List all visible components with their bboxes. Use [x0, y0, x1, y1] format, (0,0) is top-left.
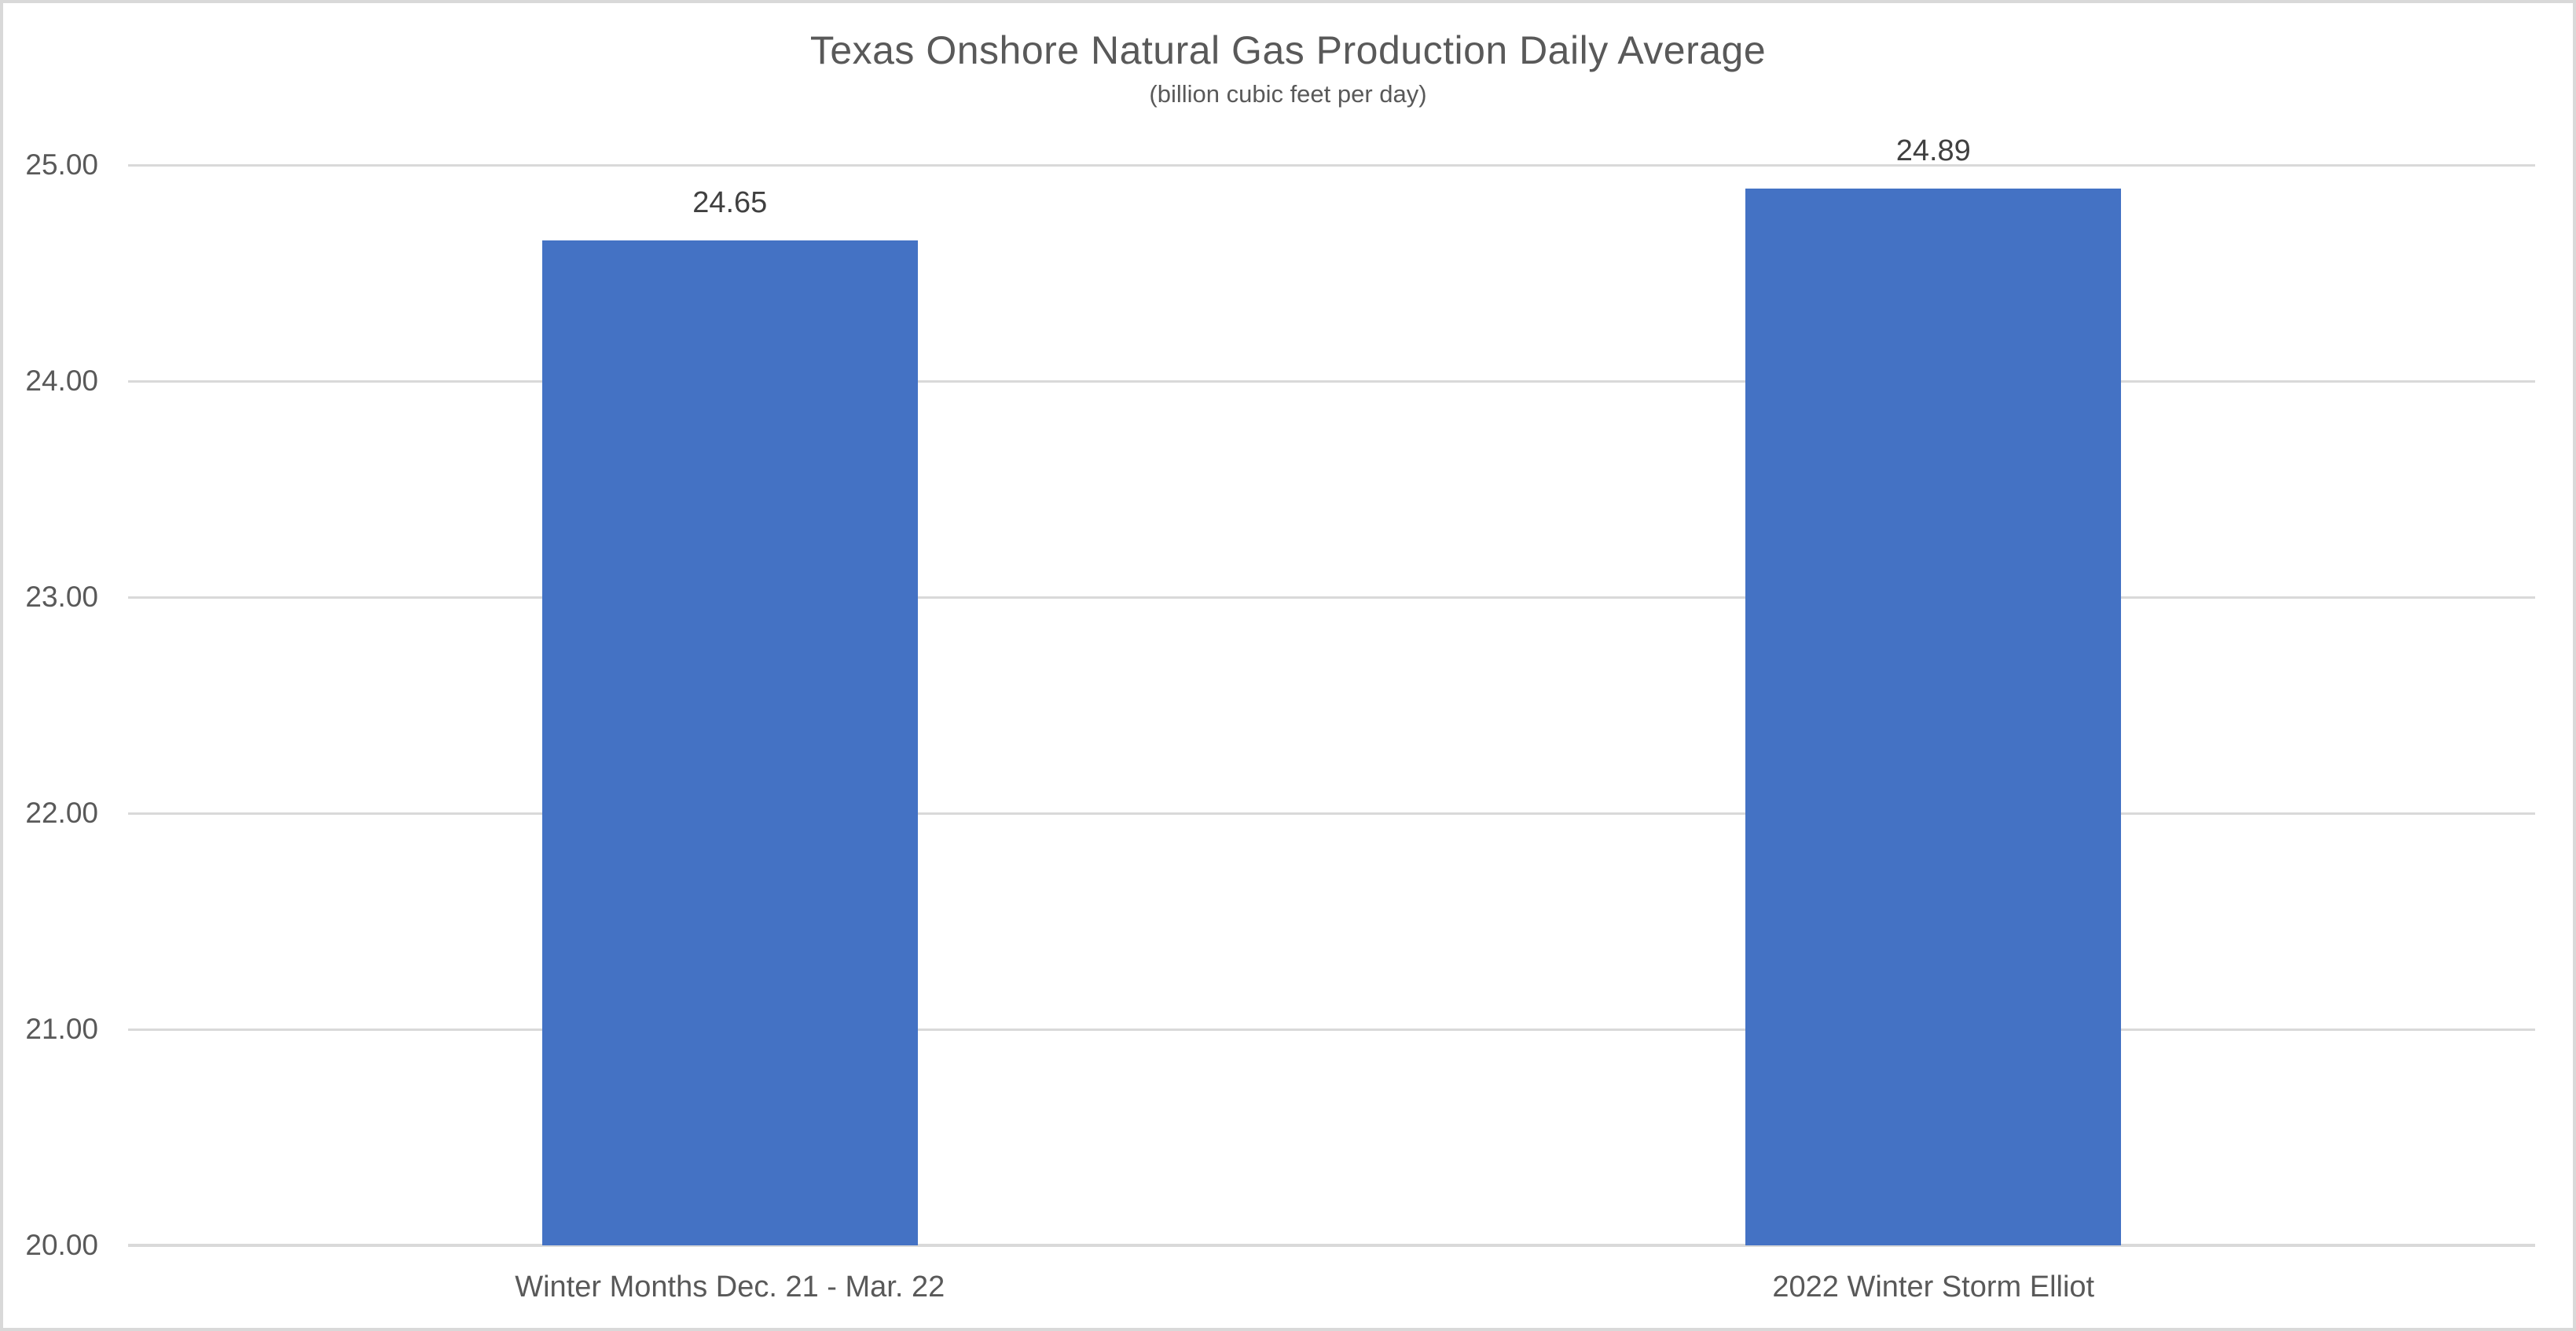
bar: [1745, 189, 2122, 1245]
y-axis-tick-label: 25.00: [25, 148, 98, 181]
y-axis-tick-label: 20.00: [25, 1229, 98, 1261]
y-gridline: [128, 164, 2535, 167]
x-axis-category-label: Winter Months Dec. 21 - Mar. 22: [515, 1270, 945, 1304]
chart-subtitle: (billion cubic feet per day): [1149, 80, 1427, 108]
x-axis-line: [128, 1244, 2535, 1247]
y-axis-tick-label: 21.00: [25, 1013, 98, 1045]
bar-value-label: 24.89: [1895, 134, 1971, 168]
y-gridline: [128, 1028, 2535, 1031]
x-axis-category-label: 2022 Winter Storm Elliot: [1772, 1270, 2095, 1304]
y-gridline: [128, 596, 2535, 599]
bar: [541, 240, 918, 1245]
y-axis-tick-label: 22.00: [25, 797, 98, 829]
chart-title: Texas Onshore Natural Gas Production Dai…: [809, 28, 1767, 72]
y-gridline: [128, 380, 2535, 383]
y-axis-tick-label: 24.00: [25, 365, 98, 397]
y-gridline: [128, 812, 2535, 815]
y-axis-tick-label: 23.00: [25, 581, 98, 613]
bar-value-label: 24.65: [692, 186, 768, 220]
